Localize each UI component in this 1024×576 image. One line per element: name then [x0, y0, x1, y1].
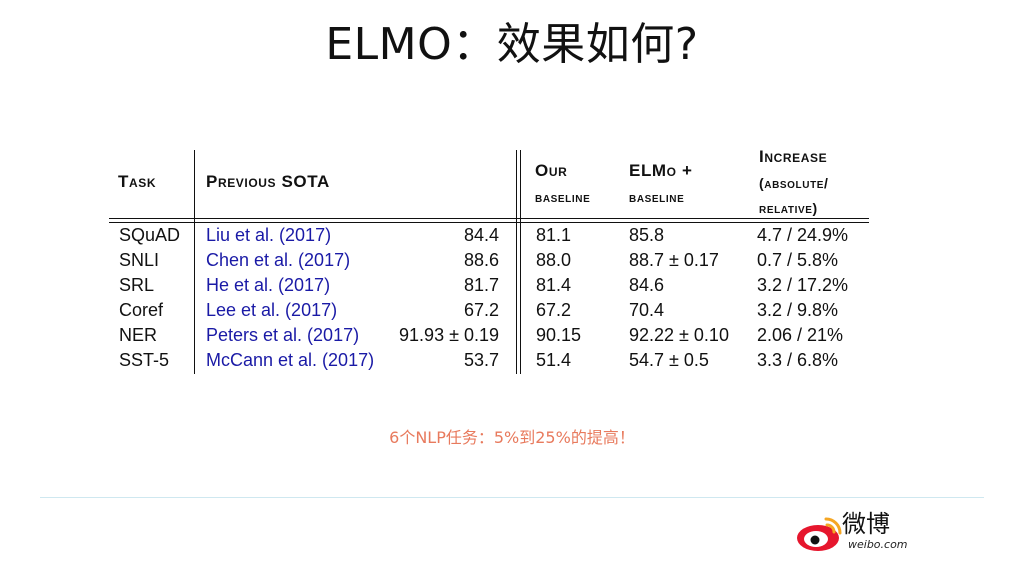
- header-rule-top: [109, 218, 869, 219]
- prev-score: 67.2: [463, 300, 499, 320]
- increase-value: 3.2 / 17.2%: [757, 275, 849, 295]
- elmo-score: 84.6: [629, 275, 665, 295]
- header-increase-1: Increase: [759, 147, 828, 166]
- elmo-score: 92.22 ± 0.10: [629, 325, 729, 345]
- task-name: NER: [119, 325, 158, 345]
- task-name: Coref: [119, 300, 164, 320]
- baseline-score: 90.15: [536, 325, 582, 345]
- header-our-baseline-1: Our: [535, 161, 568, 180]
- prev-ref-link[interactable]: He et al. (2017): [206, 275, 331, 295]
- prev-ref-link[interactable]: Liu et al. (2017): [206, 225, 332, 245]
- increase-value: 2.06 / 21%: [757, 325, 844, 345]
- task-divider: [194, 150, 195, 374]
- summary-note: 6个NLP任务：5%到25%的提高！: [389, 428, 635, 447]
- increase-value: 0.7 / 5.8%: [757, 250, 839, 270]
- header-previous-sota: Previous SOTA: [206, 172, 330, 191]
- prev-ref-link[interactable]: Peters et al. (2017): [206, 325, 360, 345]
- prev-score: 88.6: [463, 250, 499, 270]
- increase-value: 3.2 / 9.8%: [757, 300, 839, 320]
- baseline-score: 81.4: [536, 275, 572, 295]
- weibo-eye-icon: [797, 517, 842, 551]
- task-name: SNLI: [119, 250, 160, 270]
- sota-divider-right: [520, 150, 521, 374]
- baseline-score: 81.1: [536, 225, 572, 245]
- prev-score: 91.93 ± 0.19: [399, 325, 499, 345]
- header-elmo-2: baseline: [629, 189, 685, 205]
- weibo-url: weibo.com: [848, 538, 908, 551]
- prev-score: 81.7: [463, 275, 499, 295]
- task-name: SQuAD: [119, 225, 181, 245]
- table-row: SST-5 McCann et al. (2017) 53.7 51.4 54.…: [109, 348, 869, 373]
- footer-divider: [40, 497, 984, 498]
- sota-divider-left: [516, 150, 517, 374]
- elmo-score: 70.4: [629, 300, 665, 320]
- prev-score: 84.4: [463, 225, 499, 245]
- increase-value: 3.3 / 6.8%: [757, 350, 839, 370]
- header-our-baseline-2: baseline: [535, 189, 591, 205]
- elmo-score: 85.8: [629, 225, 665, 245]
- header-elmo-1: ELMo +: [629, 161, 693, 180]
- table-row: NER Peters et al. (2017) 91.93 ± 0.19 90…: [109, 323, 869, 348]
- header-increase-3: relative): [759, 200, 818, 216]
- elmo-score: 54.7 ± 0.5: [629, 350, 709, 370]
- elmo-score: 88.7 ± 0.17: [629, 250, 719, 270]
- prev-ref-link[interactable]: Lee et al. (2017): [206, 300, 338, 320]
- weibo-logo-text: 微博: [842, 510, 890, 538]
- table-row: Coref Lee et al. (2017) 67.2 67.2 70.4 3…: [109, 298, 869, 323]
- header-increase-2: (absolute/: [759, 175, 829, 191]
- increase-value: 4.7 / 24.9%: [757, 225, 849, 245]
- baseline-score: 88.0: [536, 250, 572, 270]
- table-row: SRL He et al. (2017) 81.7 81.4 84.6 3.2 …: [109, 273, 869, 298]
- slide-title: ELMO：效果如何?: [325, 19, 699, 70]
- prev-ref-link[interactable]: McCann et al. (2017): [206, 350, 375, 370]
- task-name: SRL: [119, 275, 155, 295]
- task-name: SST-5: [119, 350, 170, 370]
- table-row: SNLI Chen et al. (2017) 88.6 88.0 88.7 ±…: [109, 248, 869, 273]
- header-task: Task: [118, 172, 157, 191]
- header-rule-bottom: [109, 222, 869, 223]
- table-row: SQuAD Liu et al. (2017) 84.4 81.1 85.8 4…: [109, 223, 869, 248]
- baseline-score: 51.4: [536, 350, 572, 370]
- prev-score: 53.7: [463, 350, 499, 370]
- baseline-score: 67.2: [536, 300, 572, 320]
- prev-ref-link[interactable]: Chen et al. (2017): [206, 250, 351, 270]
